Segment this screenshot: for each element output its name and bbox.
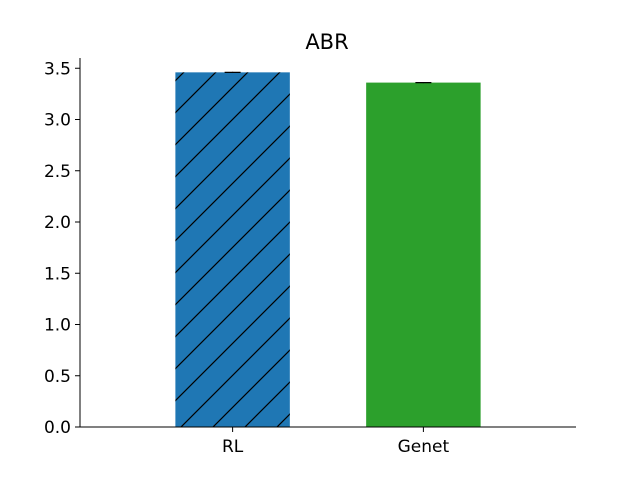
axes-layer: RL Genet 0.0 0.5 1.0 1.5 2.0 2.5 3.0 3.5 [44, 58, 576, 457]
x-tick-label-genet: Genet [398, 437, 450, 457]
y-tick-label: 1.5 [44, 264, 71, 284]
chart-title: ABR [305, 30, 348, 54]
y-tick-label: 2.0 [44, 213, 71, 233]
y-tick-label: 3.0 [44, 111, 71, 131]
y-tick-label: 1.0 [44, 316, 71, 336]
bar-hatch-rl [175, 72, 290, 427]
y-tick-label: 3.5 [44, 59, 71, 79]
y-tick-label: 0.5 [44, 367, 71, 387]
y-tick-label: 0.0 [44, 418, 71, 438]
x-tick-label-rl: RL [222, 437, 244, 457]
bar-genet [366, 82, 481, 427]
bars-layer [175, 71, 481, 427]
y-tick-label: 2.5 [44, 162, 71, 182]
